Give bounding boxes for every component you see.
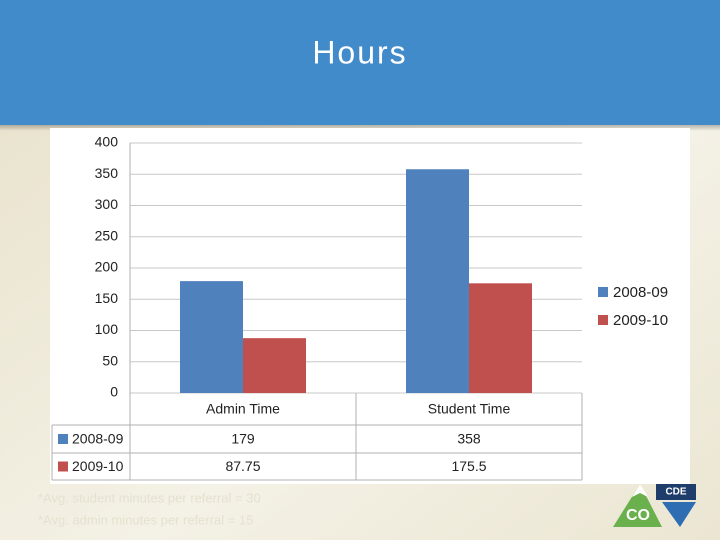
bar [243, 338, 306, 393]
y-tick-label: 300 [95, 196, 119, 212]
bar [469, 283, 532, 393]
table-legend-swatch [58, 434, 68, 444]
slide-title: Hours [312, 34, 407, 70]
header-band [0, 0, 720, 125]
table-series-label: 2009-10 [72, 458, 124, 474]
logo: CDE CO [613, 484, 696, 527]
bar [180, 281, 243, 393]
footnote: *Avg. student minutes per referral = 30 [38, 490, 261, 505]
legend-label: 2009-10 [613, 312, 668, 329]
logo-main-text: CO [626, 507, 650, 524]
footnote: *Avg. admin minutes per referral = 15 [38, 512, 253, 527]
chart-area [50, 128, 690, 484]
logo-top-band [656, 484, 696, 500]
legend-swatch [598, 287, 608, 297]
table-value: 358 [457, 431, 481, 447]
y-tick-label: 50 [102, 352, 118, 368]
y-tick-label: 250 [95, 227, 119, 243]
y-tick-label: 0 [110, 384, 118, 400]
table-series-label: 2008-09 [72, 431, 124, 447]
logo-shield [662, 502, 696, 527]
y-tick-label: 200 [95, 259, 119, 275]
legend-label: 2008-09 [613, 284, 668, 301]
logo-snow [632, 484, 648, 497]
logo-top-text: CDE [665, 487, 686, 498]
y-tick-label: 400 [95, 134, 119, 150]
logo-mountain [613, 484, 662, 527]
y-tick-label: 150 [95, 290, 119, 306]
table-value: 87.75 [225, 458, 260, 474]
table-value: 175.5 [451, 458, 486, 474]
x-tick-label: Admin Time [206, 401, 280, 417]
table-legend-swatch [58, 461, 68, 472]
y-tick-label: 350 [95, 165, 119, 181]
y-tick-label: 100 [95, 321, 119, 337]
table-value: 179 [231, 431, 255, 447]
bar [406, 169, 469, 393]
legend-swatch [598, 315, 608, 325]
x-tick-label: Student Time [428, 401, 511, 417]
chart: 0 50 100 150 200 250 300 350 400 Admin Time Studen… [51, 134, 668, 481]
